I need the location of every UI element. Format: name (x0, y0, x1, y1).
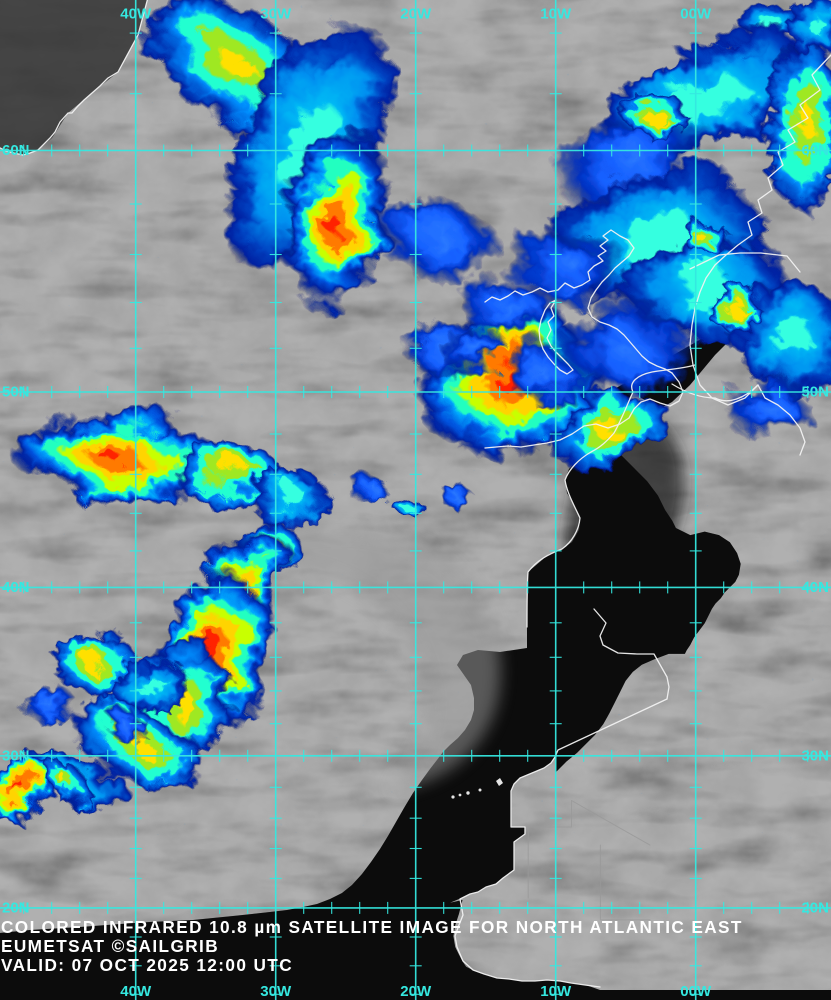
svg-text:10W: 10W (540, 6, 572, 23)
svg-text:60N: 60N (801, 142, 829, 159)
svg-text:00W: 00W (680, 6, 712, 23)
svg-text:60N: 60N (2, 142, 30, 159)
svg-text:30N: 30N (801, 747, 829, 764)
svg-text:00W: 00W (680, 983, 712, 1000)
svg-text:20N: 20N (2, 899, 30, 916)
svg-text:50N: 50N (2, 384, 30, 401)
svg-text:20W: 20W (400, 6, 432, 23)
svg-text:40N: 40N (801, 579, 829, 596)
svg-text:30W: 30W (260, 983, 292, 1000)
svg-text:EUMETSAT ©SAILGRIB: EUMETSAT ©SAILGRIB (1, 936, 219, 956)
svg-text:30N: 30N (2, 747, 30, 764)
svg-text:COLORED INFRARED 10.8 µm SATEL: COLORED INFRARED 10.8 µm SATELLITE IMAGE… (1, 917, 743, 937)
svg-text:10W: 10W (540, 983, 572, 1000)
svg-text:50N: 50N (801, 384, 829, 401)
svg-text:20W: 20W (400, 983, 432, 1000)
svg-text:40W: 40W (120, 983, 152, 1000)
svg-text:40W: 40W (120, 6, 152, 23)
svg-text:40N: 40N (2, 579, 30, 596)
svg-text:20N: 20N (801, 899, 829, 916)
svg-text:VALID: 07 OCT 2025 12:00 UTC: VALID: 07 OCT 2025 12:00 UTC (1, 955, 293, 975)
svg-text:30W: 30W (260, 6, 292, 23)
